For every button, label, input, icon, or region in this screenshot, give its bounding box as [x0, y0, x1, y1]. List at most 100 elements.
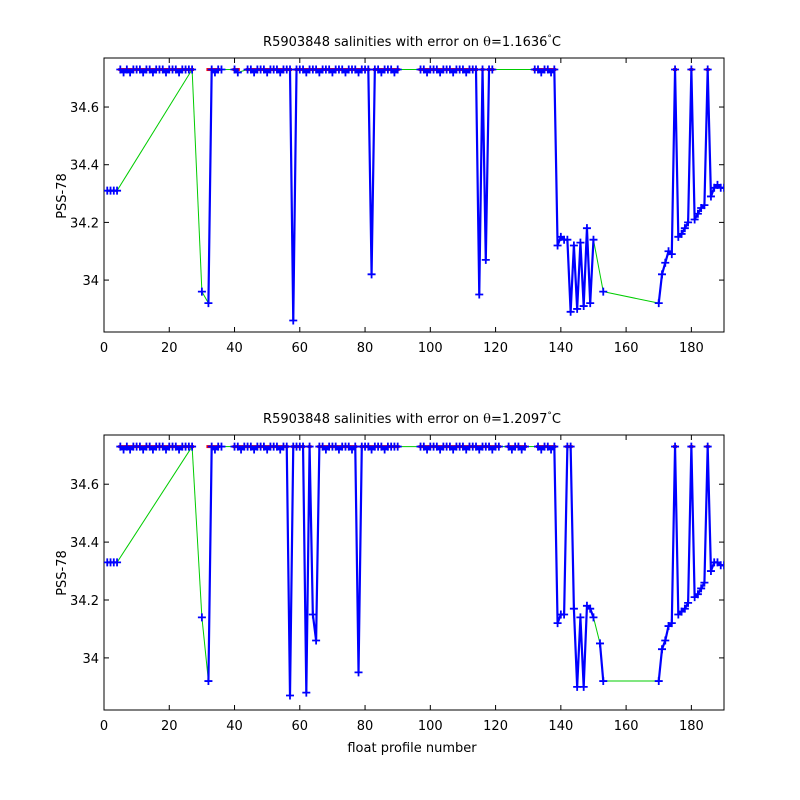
salinity-point: [573, 304, 582, 313]
plot-area: [104, 65, 724, 325]
salinity-point: [563, 235, 572, 244]
x-tick-label: 140: [548, 719, 573, 734]
x-tick-label: 40: [226, 341, 243, 356]
y-tick-label: 34.2: [70, 216, 99, 231]
salinity-point: [560, 610, 569, 619]
salinity-point: [599, 287, 608, 296]
salinity-series-line: [207, 68, 222, 304]
salinity-point: [654, 677, 663, 686]
x-tick-label: 60: [292, 719, 309, 734]
salinity-point: [680, 224, 689, 233]
salinity-point: [586, 299, 595, 308]
salinity-point: [569, 241, 578, 250]
salinity-point: [671, 65, 680, 74]
salinity-point: [113, 186, 122, 195]
gap-connector-line: [191, 69, 203, 292]
salinity-point: [481, 255, 490, 264]
salinity-point: [706, 192, 715, 201]
salinity-point: [308, 610, 317, 619]
salinity-point: [680, 604, 689, 613]
x-tick-label: 160: [614, 719, 639, 734]
salinity-point: [305, 442, 314, 451]
y-tick-label: 34: [82, 274, 99, 289]
x-axis-label: float profile number: [347, 741, 477, 756]
salinity-point: [658, 270, 666, 279]
gap-connector-line: [116, 446, 193, 563]
gap-connector-line: [603, 291, 659, 304]
x-tick-label: 20: [161, 341, 178, 356]
salinity-point: [661, 636, 670, 645]
salinity-point: [667, 619, 676, 628]
salinity-point: [217, 65, 226, 74]
salinity-point: [188, 65, 197, 74]
salinity-point: [687, 442, 696, 451]
salinity-point: [113, 558, 122, 567]
salinity-point: [204, 677, 213, 686]
salinity-point: [289, 316, 298, 325]
salinity-point: [354, 668, 363, 677]
salinity-series-line: [234, 445, 398, 697]
salinity-point: [393, 442, 402, 451]
salinity-point: [720, 183, 724, 192]
chart-panel-bottom: R5903848 salinities with error on θ=1.20…: [55, 411, 725, 756]
gap-connector-line: [592, 617, 601, 644]
y-tick-label: 34.2: [70, 594, 99, 609]
x-tick-label: 0: [100, 719, 108, 734]
x-tick-label: 180: [679, 719, 704, 734]
gap-connector-line: [201, 291, 209, 304]
x-tick-label: 140: [548, 341, 573, 356]
salinity-point: [197, 613, 206, 622]
salinity-point: [302, 688, 311, 697]
salinity-point: [579, 682, 588, 691]
salinity-point: [684, 598, 693, 607]
gap-connector-line: [201, 617, 209, 682]
salinity-point: [697, 584, 706, 593]
salinity-point: [566, 442, 575, 451]
salinity-point: [658, 645, 666, 654]
salinity-point: [566, 307, 575, 316]
salinity-series-line: [207, 445, 222, 682]
salinity-point: [393, 65, 402, 74]
x-tick-label: 160: [614, 341, 639, 356]
x-tick-label: 100: [418, 719, 443, 734]
salinity-point: [520, 442, 529, 451]
y-tick-label: 34.4: [70, 159, 99, 174]
x-tick-label: 100: [418, 341, 443, 356]
salinity-point: [654, 299, 663, 308]
gap-connector-line: [592, 239, 604, 292]
salinity-point: [706, 567, 715, 576]
salinity-point: [693, 590, 702, 599]
y-tick-label: 34.6: [70, 101, 99, 116]
salinity-point: [582, 224, 591, 233]
salinity-point: [494, 442, 503, 451]
y-tick-label: 34: [82, 652, 99, 667]
salinity-point: [550, 65, 559, 74]
salinity-point: [475, 290, 484, 299]
salinity-point: [233, 68, 242, 77]
salinity-point: [550, 442, 559, 451]
salinity-series-line: [420, 68, 493, 296]
salinity-point: [204, 299, 213, 308]
y-tick-label: 34.6: [70, 478, 99, 493]
y-axis-label: PSS-78: [55, 173, 70, 219]
gap-connector-line: [191, 446, 203, 618]
x-tick-label: 120: [483, 341, 508, 356]
salinity-point: [488, 65, 497, 74]
x-tick-label: 0: [100, 341, 108, 356]
salinity-point: [677, 229, 686, 238]
salinity-point: [217, 442, 226, 451]
salinity-point: [576, 613, 585, 622]
salinity-point: [312, 636, 321, 645]
salinity-point: [700, 201, 709, 210]
salinity-point: [579, 302, 588, 311]
salinity-series-line: [534, 68, 595, 313]
chart-title: R5903848 salinities with error on θ=1.16…: [263, 34, 561, 50]
salinity-point: [589, 235, 598, 244]
salinity-point: [367, 270, 376, 279]
axes-frame: [103, 57, 725, 333]
salinity-point: [693, 209, 702, 218]
salinity-point: [553, 241, 562, 250]
salinity-point: [197, 287, 206, 296]
salinity-point: [690, 215, 699, 224]
